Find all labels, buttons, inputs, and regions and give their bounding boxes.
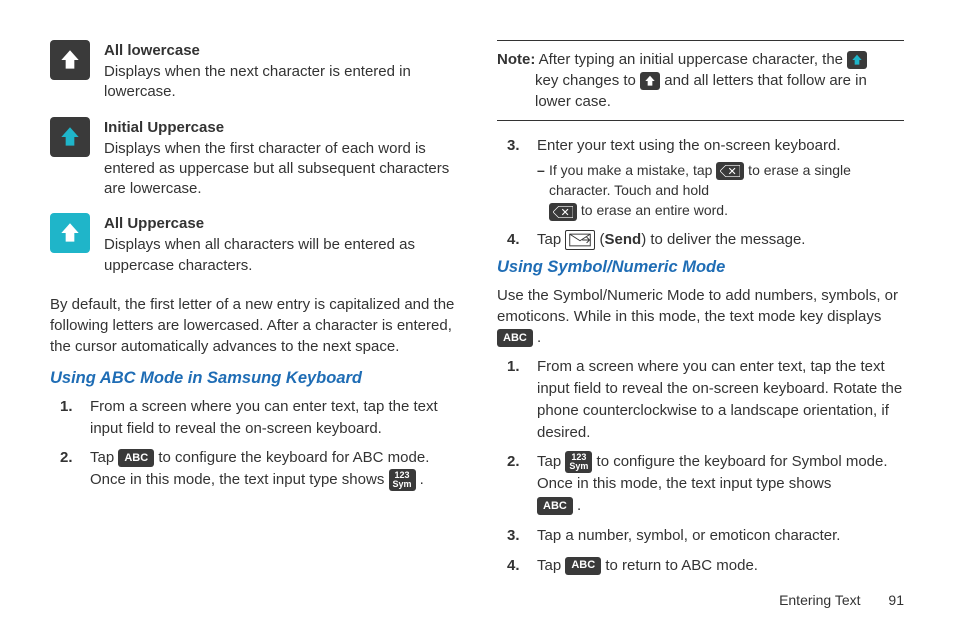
shift-title: All Uppercase	[104, 215, 457, 232]
shift-desc: Displays when the first character of eac…	[104, 139, 457, 200]
abc-step-1: From a screen where you can enter text, …	[78, 396, 457, 440]
sym-badge-icon: 123Sym	[565, 451, 592, 473]
shift-title: Initial Uppercase	[104, 119, 457, 136]
abc-badge-icon: ABC	[497, 329, 533, 347]
step-3: Enter your text using the on-screen keyb…	[525, 135, 904, 221]
shift-state-all-upper: All Uppercase Displays when all characte…	[50, 213, 457, 276]
note-label: Note:	[497, 51, 535, 68]
shift-key-lower-icon	[640, 72, 660, 90]
left-column: All lowercase Displays when the next cha…	[50, 40, 457, 580]
shift-icon-all-upper	[50, 213, 90, 253]
shift-desc: Displays when all characters will be ent…	[104, 235, 457, 276]
right-column: Note: After typing an initial uppercase …	[497, 40, 904, 580]
shift-icon-lowercase	[50, 40, 90, 80]
send-envelope-icon	[565, 230, 595, 250]
sym-badge-icon: 123Sym	[389, 469, 416, 491]
abc-mode-steps: From a screen where you can enter text, …	[50, 396, 457, 491]
symnum-step-2: Tap 123Sym to configure the keyboard for…	[525, 451, 904, 517]
default-behavior-paragraph: By default, the first letter of a new en…	[50, 294, 457, 357]
abc-badge-icon: ABC	[118, 449, 154, 467]
footer-page-number: 91	[888, 592, 904, 608]
symnum-intro: Use the Symbol/Numeric Mode to add numbe…	[497, 285, 904, 348]
backspace-icon	[716, 162, 744, 180]
note-block: Note: After typing an initial uppercase …	[497, 40, 904, 121]
footer-section: Entering Text	[779, 592, 860, 608]
backspace-icon	[549, 203, 577, 221]
page-footer: Entering Text 91	[779, 592, 904, 608]
step-4: Tap (Send) to deliver the message.	[525, 229, 904, 251]
shift-state-lowercase: All lowercase Displays when the next cha…	[50, 40, 457, 103]
symnum-step-4: Tap ABC to return to ABC mode.	[525, 555, 904, 577]
symnum-heading: Using Symbol/Numeric Mode	[497, 258, 904, 277]
shift-icon-initial-upper	[50, 117, 90, 157]
shift-title: All lowercase	[104, 42, 457, 59]
symnum-steps: From a screen where you can enter text, …	[497, 356, 904, 576]
shift-desc: Displays when the next character is ente…	[104, 62, 457, 103]
continued-steps: Enter your text using the on-screen keyb…	[497, 135, 904, 250]
abc-mode-heading: Using ABC Mode in Samsung Keyboard	[50, 369, 457, 388]
abc-step-2: Tap ABC to configure the keyboard for AB…	[78, 447, 457, 491]
step-3-substep: –If you make a mistake, tap to erase a s…	[537, 160, 904, 201]
symnum-step-1: From a screen where you can enter text, …	[525, 356, 904, 443]
shift-state-initial-upper: Initial Uppercase Displays when the firs…	[50, 117, 457, 200]
shift-key-initial-icon	[847, 51, 867, 69]
abc-badge-icon: ABC	[537, 497, 573, 515]
abc-badge-icon: ABC	[565, 557, 601, 575]
symnum-step-3: Tap a number, symbol, or emoticon charac…	[525, 525, 904, 547]
